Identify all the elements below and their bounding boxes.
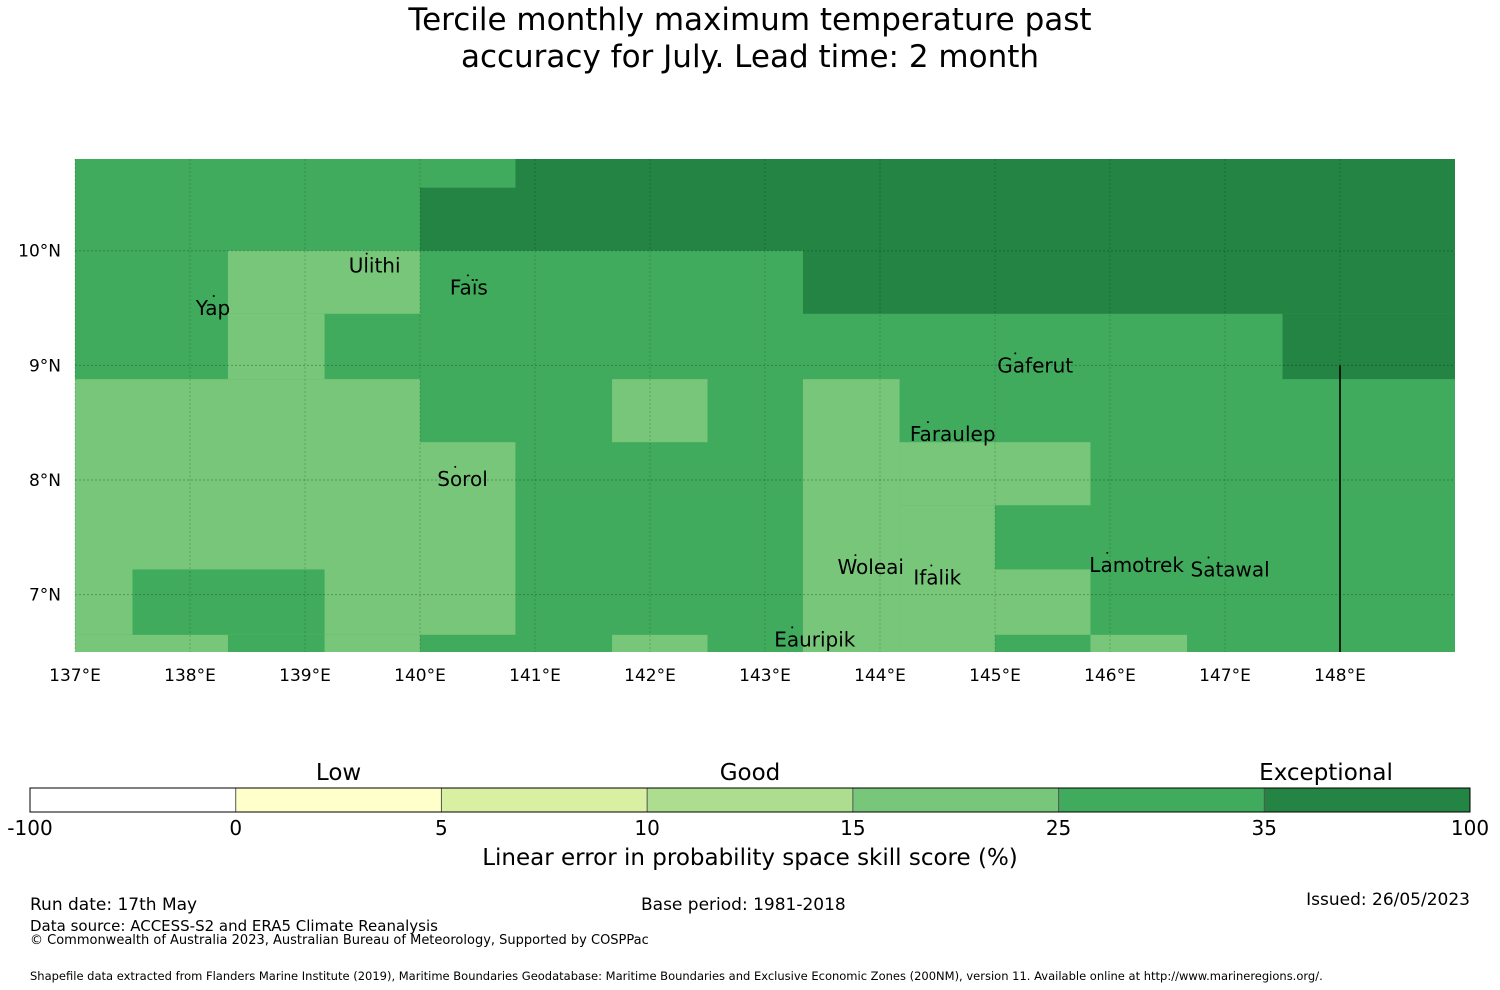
skill-cell-4 xyxy=(227,250,420,314)
lat-tick-label: 8°N xyxy=(29,471,61,491)
colorbar-segment-5 xyxy=(1058,788,1265,812)
island-marker xyxy=(454,465,457,468)
map-title: Tercile monthly maximum temperature past… xyxy=(0,2,1500,76)
lon-tick-label: 147°E xyxy=(1199,666,1251,686)
lon-tick-label: 142°E xyxy=(624,666,676,686)
skill-cell-3 xyxy=(1282,313,1455,380)
island-marker xyxy=(212,295,215,298)
place-label-4: Faraulep xyxy=(910,422,996,446)
axis-tick-labels: 137°E 138°E 139°E 140°E 141°E 142°E 143°E 144°E… xyxy=(18,242,1366,686)
copyright: © Commonwealth of Australia 2023, Austra… xyxy=(30,933,649,948)
lon-tick-label: 137°E xyxy=(49,666,101,686)
colorbar-tick-label: 25 xyxy=(1045,816,1072,840)
colorbar-segment-3 xyxy=(647,788,853,812)
island-marker xyxy=(1207,556,1210,559)
lat-tick-label: 10°N xyxy=(18,242,61,262)
colorbar-outline xyxy=(29,787,1471,813)
colorbar-title: Linear error in probability space skill … xyxy=(482,845,1018,871)
colorbar-category-label: Good xyxy=(719,760,781,786)
colorbar-segment-4 xyxy=(852,788,1059,812)
island-marker xyxy=(466,274,469,277)
colorbar-segment-1 xyxy=(235,788,442,812)
island-marker xyxy=(926,421,929,424)
colorbar-tick-label: 35 xyxy=(1251,816,1278,840)
shapefile-credit: Shapefile data extracted from Flanders M… xyxy=(30,969,1323,983)
place-label-10: Eauripik xyxy=(774,627,856,651)
skill-cell-15 xyxy=(324,634,420,652)
island-marker xyxy=(1014,352,1017,355)
place-label-2: Yap xyxy=(195,296,230,320)
lon-tick-label: 139°E xyxy=(279,666,331,686)
skill-cell-16 xyxy=(612,634,708,652)
place-labels: Ulithi Faïs Yap Gaferut Faraulep Sorol Woleai I… xyxy=(195,252,1270,651)
lon-tick-label: 144°E xyxy=(854,666,906,686)
skill-cell-8 xyxy=(612,379,708,443)
graticule xyxy=(74,159,1455,652)
lat-tick-label: 9°N xyxy=(29,356,61,376)
colorbar-category-label: Low xyxy=(315,760,362,786)
skill-cell-1 xyxy=(515,159,1455,251)
skill-cell-14 xyxy=(75,634,228,652)
lon-tick-label: 145°E xyxy=(969,666,1021,686)
skill-cell-5 xyxy=(227,313,325,380)
place-label-8: Lamotrek xyxy=(1089,553,1184,577)
lon-tick-label: 143°E xyxy=(739,666,791,686)
skill-cell-10 xyxy=(899,442,1091,506)
place-label-6: Woleai xyxy=(837,555,904,579)
lon-tick-label: 148°E xyxy=(1314,666,1366,686)
map-title-line1: Tercile monthly maximum temperature past xyxy=(408,2,1092,38)
map-title-line2: accuracy for July. Lead time: 2 month xyxy=(460,39,1040,75)
colorbar-tick-label: -100 xyxy=(7,816,53,840)
colorbar-tick-label: 5 xyxy=(435,816,448,840)
skill-cell-2 xyxy=(802,250,1455,314)
colorbar-category-label: Exceptional xyxy=(1259,760,1393,786)
place-label-7: Ifalik xyxy=(913,565,961,589)
base-period: Base period: 1981-2018 xyxy=(641,895,846,915)
lat-tick-label: 7°N xyxy=(29,586,61,606)
colorbar-segment-6 xyxy=(1264,788,1470,812)
data-source: Data source: ACCESS-S2 and ERA5 Climate … xyxy=(30,917,438,935)
skill-cell-9 xyxy=(802,379,900,652)
island-marker xyxy=(791,626,794,629)
skill-cell-7 xyxy=(420,442,516,635)
place-label-5: Sorol xyxy=(437,467,488,491)
skill-map: Ulithi Faïs Yap Gaferut Faraulep Sorol Woleai I… xyxy=(18,159,1455,686)
place-label-9: Satawal xyxy=(1191,557,1270,581)
island-marker xyxy=(365,252,368,255)
island-marker xyxy=(1106,551,1109,554)
colorbar-tick-label: 15 xyxy=(840,816,866,840)
place-label-1: Faïs xyxy=(450,275,488,299)
lon-tick-label: 138°E xyxy=(164,666,216,686)
skill-cell-17 xyxy=(132,569,325,635)
place-label-0: Ulithi xyxy=(349,254,401,278)
skill-cell-11 xyxy=(899,505,995,652)
island-marker xyxy=(930,564,933,567)
place-label-3: Gaferut xyxy=(997,353,1073,377)
colorbar xyxy=(29,787,1471,813)
colorbar-tick-label: 100 xyxy=(1450,816,1490,840)
colorbar-segment-2 xyxy=(441,788,648,812)
skill-cell-12 xyxy=(995,569,1091,635)
colorbar-segment-0 xyxy=(30,788,236,812)
lon-tick-label: 141°E xyxy=(509,666,561,686)
issued-date: Issued: 26/05/2023 xyxy=(1306,890,1470,910)
lon-tick-label: 140°E xyxy=(394,666,446,686)
skill-cell-0 xyxy=(420,187,516,251)
run-date: Run date: 17th May xyxy=(30,895,198,915)
island-marker xyxy=(854,554,857,557)
colorbar-tick-label: 0 xyxy=(229,816,243,840)
colorbar-tick-label: 10 xyxy=(634,816,660,840)
skill-cells xyxy=(75,159,1455,652)
lon-tick-label: 146°E xyxy=(1084,666,1136,686)
skill-cell-13 xyxy=(1090,634,1188,652)
